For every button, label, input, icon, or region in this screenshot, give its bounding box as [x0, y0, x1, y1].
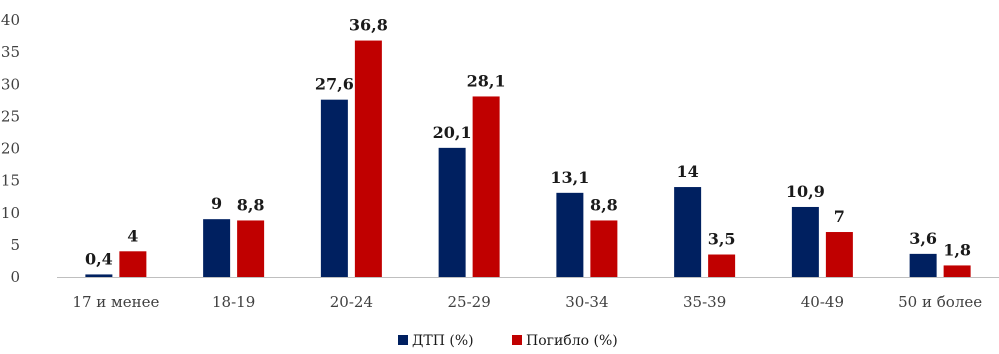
y-tick-label: 5 — [10, 236, 20, 254]
bar-dtp — [791, 206, 819, 277]
y-tick-label: 35 — [1, 43, 20, 61]
y-tick-label: 30 — [1, 75, 20, 93]
bar-dtp — [438, 147, 466, 277]
bar-pogiblo — [708, 254, 736, 277]
data-label: 14 — [676, 162, 698, 181]
x-tick-label: 40-49 — [801, 293, 844, 311]
data-label: 4 — [127, 226, 138, 245]
data-label: 8,8 — [237, 195, 265, 214]
y-tick-label: 15 — [1, 172, 20, 190]
data-label: 7 — [834, 207, 845, 226]
legend-swatch — [512, 335, 522, 345]
y-tick-label: 20 — [1, 140, 20, 158]
data-label: 3,5 — [708, 230, 736, 249]
data-label: 0,4 — [85, 249, 113, 268]
data-label: 36,8 — [349, 16, 388, 35]
data-label: 13,1 — [550, 168, 589, 187]
x-tick-label: 30-34 — [565, 293, 608, 311]
bar-pogiblo — [825, 232, 853, 277]
legend-label: ДТП (%) — [412, 333, 474, 349]
data-label: 9 — [211, 194, 222, 213]
x-tick-label: 25-29 — [448, 293, 491, 311]
bar-dtp — [909, 253, 937, 277]
bar-dtp — [203, 219, 231, 277]
data-label: 8,8 — [590, 195, 618, 214]
bar-dtp — [85, 274, 113, 277]
data-label: 1,8 — [943, 240, 971, 259]
bar-dtp — [556, 192, 584, 277]
x-tick-label: 17 и менее — [72, 293, 159, 311]
x-tick-label: 50 и более — [898, 293, 982, 311]
data-label: 28,1 — [467, 71, 506, 90]
bar-pogiblo — [237, 220, 265, 277]
bar-pogiblo — [354, 40, 382, 278]
bar-dtp — [674, 187, 702, 277]
bar-dtp — [320, 99, 348, 277]
data-label: 3,6 — [909, 229, 937, 248]
legend-swatch — [398, 335, 408, 345]
y-tick-label: 25 — [1, 107, 20, 125]
bars — [85, 40, 971, 278]
x-tick-label: 20-24 — [330, 293, 373, 311]
data-label: 20,1 — [433, 123, 472, 142]
x-tick-label: 18-19 — [212, 293, 255, 311]
y-tick-label: 0 — [10, 268, 20, 286]
data-label: 10,9 — [786, 182, 825, 201]
x-axis: 17 и менее 18-19 20-24 25-29 30-34 35-39 40-49… — [57, 277, 999, 311]
data-labels: 0,4 9 27,6 20,1 13,1 14 10,9 3,6 4 8,8 36,8 28,1 8,8… — [85, 16, 971, 269]
x-tick-label: 35-39 — [683, 293, 726, 311]
legend-label: Погибло (%) — [526, 333, 618, 349]
y-axis: 0 5 10 15 20 25 30 35 40 — [1, 11, 20, 286]
y-tick-label: 40 — [1, 11, 20, 29]
bar-pogiblo — [472, 96, 500, 278]
bar-pogiblo — [943, 265, 971, 277]
bar-pogiblo — [590, 220, 618, 277]
legend: ДТП (%) Погибло (%) — [398, 333, 618, 349]
y-tick-label: 10 — [1, 204, 20, 222]
data-label: 27,6 — [315, 75, 354, 94]
bar-pogiblo — [119, 251, 147, 277]
